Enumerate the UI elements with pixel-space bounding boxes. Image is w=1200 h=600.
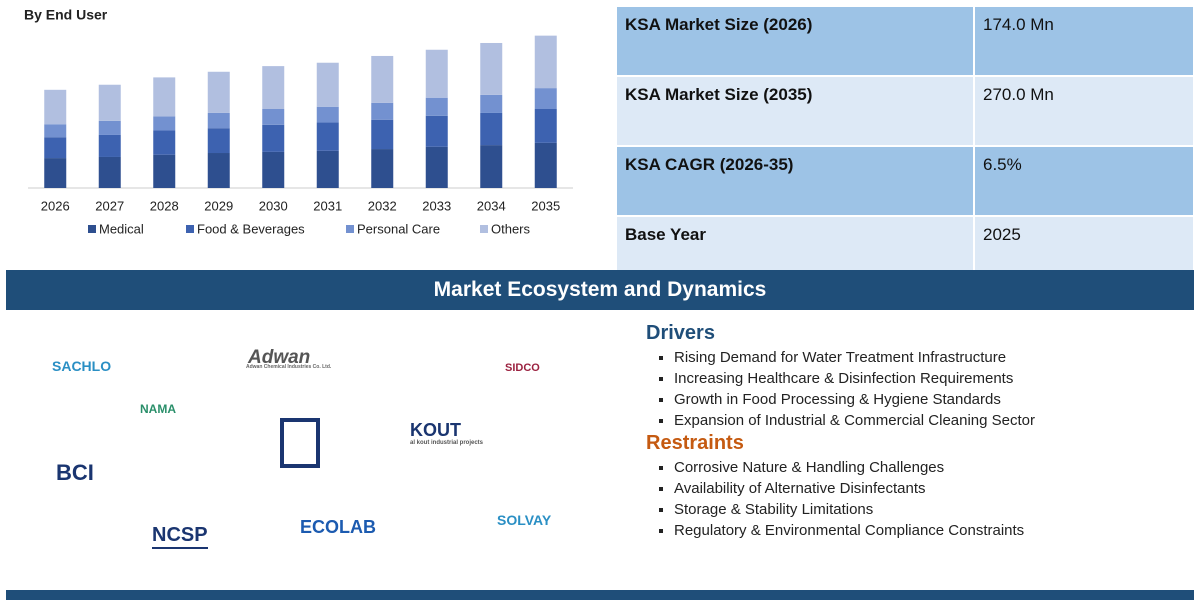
kpi-table: KSA Market Size (2026) 174.0 Mn KSA Market…	[615, 5, 1195, 287]
bar-segment	[534, 142, 557, 188]
bar-segment	[262, 151, 285, 188]
bar-segment	[425, 49, 448, 98]
bar-segment	[44, 137, 67, 159]
bar-segment	[316, 150, 339, 188]
bar-segment	[153, 154, 176, 188]
table-row: KSA Market Size (2026) 174.0 Mn	[615, 5, 1195, 77]
bar-segment	[98, 84, 121, 121]
legend-label: Food & Beverages	[197, 221, 305, 236]
legend-swatch	[480, 225, 488, 233]
logo: Adwan Chemical Industries Co. Ltd.	[246, 364, 332, 370]
x-tick-label: 2028	[150, 198, 179, 213]
logo: SIDCO	[505, 362, 540, 374]
chart-title: By End User	[24, 7, 108, 23]
x-tick-label: 2033	[422, 198, 451, 213]
logo: KOUT	[410, 420, 461, 440]
bar-segment	[262, 109, 285, 125]
metric-value: 270.0 Mn	[973, 75, 1195, 147]
logo: NCSP	[152, 524, 208, 549]
logo: al kout industrial projects	[410, 440, 484, 446]
drivers-item: Rising Demand for Water Treatment Infras…	[674, 347, 1035, 368]
logo: SOLVAY	[497, 512, 552, 528]
bar-segment	[262, 124, 285, 152]
bar-segment	[316, 122, 339, 151]
restraints-item: Storage & Stability Limitations	[674, 499, 1024, 520]
restraints-item: Regulatory & Environmental Compliance Co…	[674, 520, 1024, 541]
bar-segment	[316, 106, 339, 123]
bar-segment	[98, 120, 121, 135]
bar-segment	[480, 112, 503, 146]
drivers-item: Increasing Healthcare & Disinfection Req…	[674, 368, 1035, 389]
table-row: KSA Market Size (2035) 270.0 Mn	[615, 75, 1195, 147]
metric-label: KSA Market Size (2026)	[615, 5, 975, 77]
chart: By End User 2026 2027 2028 2029 2030 2031 2032…	[24, 7, 573, 236]
bar-segment	[534, 35, 557, 89]
metric-label: KSA Market Size (2035)	[615, 75, 975, 147]
bar-segment	[371, 55, 394, 103]
bar-segment	[480, 145, 503, 188]
bar-segment	[480, 94, 503, 113]
x-tick-label: 2029	[204, 198, 233, 213]
bar-segment	[153, 130, 176, 155]
bar-segment	[371, 149, 394, 188]
bar-segment	[153, 77, 176, 117]
bar-segment	[534, 109, 557, 143]
x-tick-label: 2035	[531, 198, 560, 213]
table-row: KSA CAGR (2026-35) 6.5%	[615, 145, 1195, 217]
restraints: Restraints Corrosive Nature & Handling Ch…	[646, 432, 1024, 541]
footer-bar	[6, 590, 1194, 600]
bar-segment	[207, 71, 230, 113]
bar-segment	[425, 115, 448, 147]
bar-segment	[153, 116, 176, 131]
drivers-item: Growth in Food Processing & Hygiene Stan…	[674, 389, 1035, 410]
bar-segment	[480, 42, 503, 95]
bar-segment	[207, 153, 230, 188]
bar-segment	[316, 62, 339, 107]
bar-segment	[207, 128, 230, 154]
x-tick-label: 2030	[259, 198, 288, 213]
bar-segment	[371, 119, 394, 150]
bar-segment	[44, 89, 67, 125]
legend-swatch	[186, 225, 194, 233]
bar-segment	[98, 156, 121, 188]
bar-segment	[98, 134, 121, 157]
bar-segment	[262, 66, 285, 109]
logo: NAMA	[140, 402, 176, 416]
logo: ECOLAB	[300, 517, 376, 537]
x-tick-label: 2026	[41, 198, 70, 213]
restraints-item: Availability of Alternative Disinfectant…	[674, 478, 1024, 499]
x-tick-label: 2034	[477, 198, 506, 213]
restraints-item: Corrosive Nature & Handling Challenges	[674, 457, 1024, 478]
metric-value: 6.5%	[973, 145, 1195, 217]
logo: SACHLO	[52, 358, 112, 374]
x-tick-label: 2032	[368, 198, 397, 213]
legend-swatch	[346, 225, 354, 233]
drivers-item: Expansion of Industrial & Commercial Cle…	[674, 410, 1035, 431]
logo-mark	[280, 418, 320, 468]
bar-segment	[44, 158, 67, 188]
bar-segment	[534, 88, 557, 109]
legend-label: Personal Care	[357, 221, 440, 236]
legend-label: Others	[491, 221, 531, 236]
logo-shape	[280, 418, 320, 468]
legend-swatch	[88, 225, 96, 233]
x-tick-label: 2027	[95, 198, 124, 213]
legend-label: Medical	[99, 221, 144, 236]
drivers-title: Drivers	[646, 322, 715, 344]
section-banner: Market Ecosystem and Dynamics	[6, 270, 1194, 310]
bar-segment	[425, 146, 448, 188]
bar-segment	[425, 97, 448, 116]
logo: BCI	[56, 460, 94, 485]
bar-segment	[207, 112, 230, 129]
metric-value: 174.0 Mn	[973, 5, 1195, 77]
metric-label: KSA CAGR (2026-35)	[615, 145, 975, 217]
bar-segment	[44, 124, 67, 138]
restraints-title: Restraints	[646, 432, 744, 454]
drivers: Drivers Rising Demand for Water Treatment…	[646, 322, 1035, 431]
logo: Adwan	[248, 347, 311, 368]
x-tick-label: 2031	[313, 198, 342, 213]
bar-segment	[371, 102, 394, 120]
